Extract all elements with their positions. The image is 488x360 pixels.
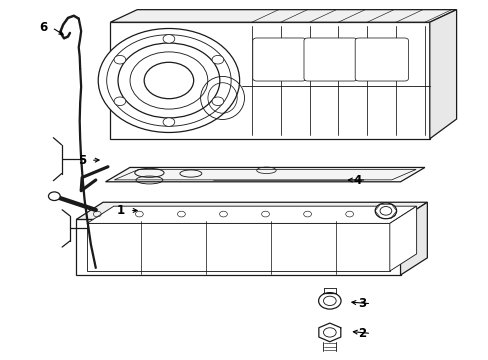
Polygon shape [110,10,456,22]
Polygon shape [389,206,416,271]
Circle shape [106,35,231,126]
Polygon shape [429,10,456,139]
Text: 2: 2 [358,327,366,340]
Circle shape [130,52,207,109]
Circle shape [114,55,125,64]
Circle shape [48,192,60,201]
Circle shape [114,97,125,105]
Polygon shape [110,22,429,139]
Circle shape [323,328,335,337]
Text: 6: 6 [39,21,47,34]
Circle shape [98,28,239,132]
Text: 4: 4 [352,174,361,186]
Circle shape [374,203,396,219]
Circle shape [144,62,193,99]
Circle shape [212,55,224,64]
Polygon shape [400,202,427,275]
Polygon shape [76,202,427,220]
Polygon shape [76,220,400,275]
FancyBboxPatch shape [304,38,357,81]
FancyBboxPatch shape [354,38,407,81]
Circle shape [118,43,220,118]
Circle shape [212,97,224,105]
Circle shape [379,207,391,215]
FancyBboxPatch shape [252,38,305,81]
Polygon shape [105,167,424,182]
Circle shape [163,118,174,126]
Text: 1: 1 [117,204,125,217]
Text: 5: 5 [78,154,86,167]
Polygon shape [87,206,416,224]
Text: 3: 3 [358,297,366,310]
Polygon shape [87,224,389,271]
Circle shape [163,35,174,43]
Circle shape [318,293,340,309]
Circle shape [323,296,335,306]
